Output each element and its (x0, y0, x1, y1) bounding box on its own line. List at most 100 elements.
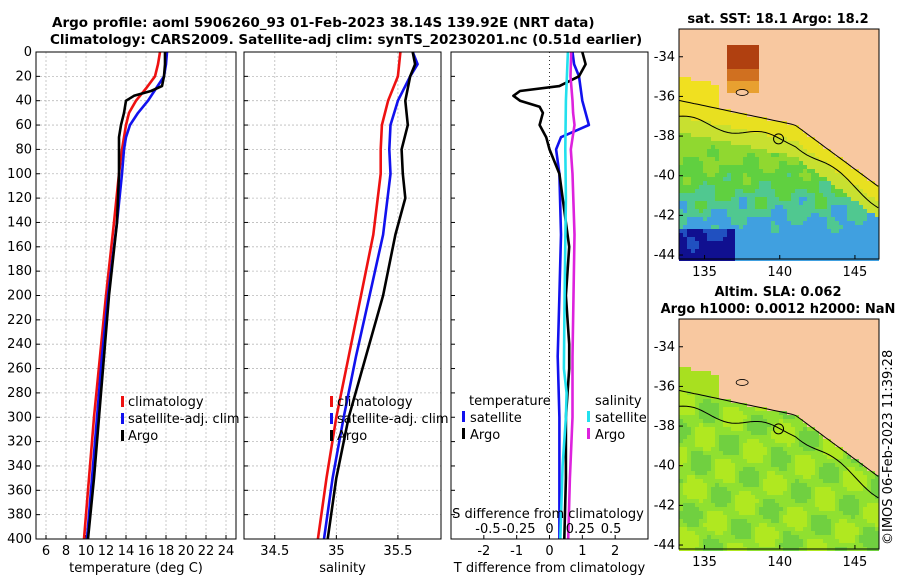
sst-map-cell (847, 117, 852, 122)
sst-map-cell (867, 185, 872, 190)
sla-map-cell (819, 367, 824, 372)
sla-map-cell (783, 427, 788, 432)
sst-map-cell (755, 229, 760, 234)
sla-map-cell (679, 403, 684, 408)
sst-map-cell (719, 169, 724, 174)
depth-tick-label: 380 (7, 508, 32, 523)
sla-map-cell (775, 427, 780, 432)
sst-map-cell (703, 81, 708, 86)
sst-map-cell (743, 197, 748, 202)
sla-map-cell (811, 403, 816, 408)
sla-map-cell (723, 403, 728, 408)
sst-map-cell (699, 53, 704, 58)
sla-map-cell (771, 411, 776, 416)
sst-map-cell (835, 249, 840, 254)
sla-map-cell (859, 435, 864, 440)
sst-map-cell (807, 125, 812, 130)
sst-map-cell (835, 245, 840, 250)
sla-map-cell (827, 387, 832, 392)
depth-tick-label: 160 (7, 240, 32, 255)
sla-map-cell (799, 331, 804, 336)
sst-map-cell (735, 157, 740, 162)
sst-map-cell (731, 45, 736, 50)
sst-map-cell (727, 37, 732, 42)
sst-map-cell (707, 225, 712, 230)
sla-map-cell (755, 375, 760, 380)
sst-map-cell (735, 205, 740, 210)
sst-map-cell (771, 145, 776, 150)
sla-map-cell (823, 371, 828, 376)
sst-map-cell (779, 237, 784, 242)
sst-map-cell (767, 165, 772, 170)
sst-map-cell (731, 89, 736, 94)
sla-map-cell (699, 319, 704, 324)
sst-map-cell (703, 201, 708, 206)
sst-map-cell (743, 137, 748, 142)
sla-map-cell (699, 347, 704, 352)
sst-map-cell (823, 205, 828, 210)
sst-map-cell (823, 225, 828, 230)
depth-tick-label: 200 (7, 289, 32, 304)
sst-map-cell (683, 133, 688, 138)
sla-map-cell (747, 371, 752, 376)
sst-map-cell (835, 89, 840, 94)
sst-map-cell (871, 53, 876, 58)
sla-map-cell (799, 423, 804, 428)
sst-map-cell (771, 241, 776, 246)
sst-map-cell (863, 101, 868, 106)
sst-map-cell (795, 93, 800, 98)
sst-map-cell (843, 165, 848, 170)
sla-map-cell (831, 359, 836, 364)
sst-map-cell (827, 217, 832, 222)
sst-map-cell (779, 37, 784, 42)
sla-map-cell (751, 363, 756, 368)
salinity-xtick-label: 34.5 (260, 544, 289, 559)
sst-map-cell (831, 217, 836, 222)
sst-map-cell (775, 221, 780, 226)
sla-map-cell (759, 363, 764, 368)
sst-map-cell (847, 193, 852, 198)
sst-map-cell (851, 69, 856, 74)
sst-map-cell (727, 121, 732, 126)
sst-map-cell (735, 229, 740, 234)
sst-map-cell (715, 57, 720, 62)
sst-map-cell (731, 49, 736, 54)
sla-map-cell (823, 391, 828, 396)
sla-map-cell (875, 427, 880, 432)
sst-map-cell (735, 209, 740, 214)
sla-map-cell (679, 459, 684, 464)
sst-map-cell (843, 233, 848, 238)
sla-map-cell (695, 367, 700, 372)
sla-map-cell (767, 427, 772, 432)
sst-map-cell (771, 185, 776, 190)
sla-map-cell (799, 323, 804, 328)
sst-map-cell (875, 217, 880, 222)
sla-map-cell (703, 331, 708, 336)
sst-map-cell (763, 133, 768, 138)
sst-map-cell (719, 209, 724, 214)
sst-map-cell (859, 129, 864, 134)
sst-map-cell (715, 201, 720, 206)
sst-map-cell (863, 169, 868, 174)
sst-map-cell (775, 113, 780, 118)
sst-map-cell (823, 61, 828, 66)
sst-map-cell (783, 145, 788, 150)
sla-map-cell (727, 447, 732, 452)
sst-map-cell (815, 229, 820, 234)
sst-map-cell (735, 37, 740, 42)
sst-map-cell (683, 77, 688, 82)
sst-map-cell (783, 237, 788, 242)
sla-map-cell (683, 399, 688, 404)
sla-map-cell (731, 447, 736, 452)
sst-map-cell (687, 69, 692, 74)
sla-map-cell (771, 435, 776, 440)
sla-map-cell (711, 323, 716, 328)
sla-map-cell (871, 347, 876, 352)
sla-map-cell (727, 391, 732, 396)
sst-map-cell (731, 197, 736, 202)
sst-map-cell (711, 53, 716, 58)
sla-map-cell (811, 459, 816, 464)
sla-map-cell (787, 411, 792, 416)
sla-map-cell (679, 415, 684, 420)
sst-map-cell (811, 197, 816, 202)
